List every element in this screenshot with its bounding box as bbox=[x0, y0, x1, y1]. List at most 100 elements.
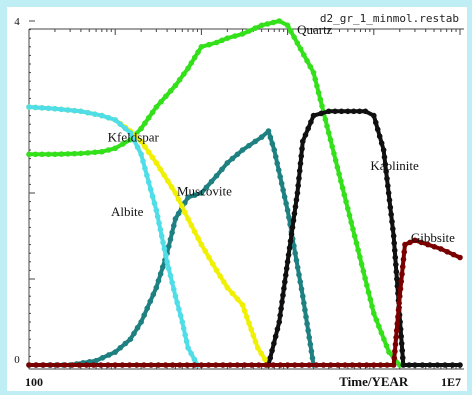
kfeldspar-point bbox=[145, 149, 152, 155]
quartz-point bbox=[381, 336, 387, 343]
muscovite-point bbox=[306, 334, 313, 341]
kaolinite-point bbox=[284, 259, 291, 265]
gibbsite-point bbox=[392, 348, 398, 355]
kaolinite-point bbox=[310, 112, 317, 119]
gibbsite-point bbox=[402, 241, 408, 248]
gibbsite-point bbox=[399, 271, 405, 277]
gibbsite-point bbox=[392, 341, 399, 348]
quartz-point bbox=[371, 310, 377, 317]
quartz-point bbox=[195, 49, 201, 55]
gibbsite-point bbox=[69, 362, 75, 368]
gibbsite-point bbox=[291, 362, 298, 368]
kaolinite-point bbox=[287, 238, 294, 244]
muscovite-point bbox=[138, 319, 144, 325]
quartz-point bbox=[52, 151, 58, 158]
quartz-point bbox=[224, 35, 231, 41]
kaolinite-point bbox=[449, 362, 456, 368]
kfeldspar-point bbox=[157, 166, 163, 172]
albite-point bbox=[191, 356, 198, 363]
kaolinite-point bbox=[442, 362, 448, 368]
albite-point bbox=[65, 107, 71, 113]
kaolinite-point bbox=[398, 340, 405, 347]
quartz-point bbox=[191, 54, 198, 61]
kfeldspar-point bbox=[206, 254, 212, 261]
gibbsite-point bbox=[76, 362, 83, 368]
albite-point bbox=[162, 252, 169, 259]
albite-point bbox=[39, 105, 45, 111]
kaolinite-point bbox=[427, 362, 433, 368]
kaolinite-point bbox=[280, 292, 286, 299]
quartz-point bbox=[334, 164, 341, 170]
quartz-point bbox=[119, 141, 126, 147]
kfeldspar-point bbox=[250, 332, 257, 339]
quartz-point bbox=[219, 37, 225, 44]
muscovite-point bbox=[208, 178, 215, 185]
gibbsite-point bbox=[162, 362, 169, 368]
gibbsite-point bbox=[400, 256, 407, 263]
albite-point bbox=[112, 117, 118, 123]
quartz-point bbox=[344, 205, 351, 212]
quartz-point bbox=[322, 116, 329, 123]
kaolinite-series bbox=[265, 108, 463, 368]
muscovite-point bbox=[203, 184, 210, 191]
quartz-point bbox=[327, 136, 334, 143]
gibbsite-point bbox=[220, 362, 226, 368]
kaolinite-point bbox=[298, 153, 305, 159]
gibbsite-point bbox=[320, 362, 327, 368]
kaolinite-point bbox=[378, 140, 385, 146]
kaolinite-point bbox=[299, 138, 306, 145]
muscovite-point bbox=[252, 138, 259, 145]
quartz-point bbox=[26, 151, 32, 158]
muscovite-point bbox=[291, 243, 297, 249]
kfeldspar-point bbox=[217, 273, 223, 279]
kfeldspar-point bbox=[138, 138, 144, 145]
quartz-point bbox=[239, 31, 246, 37]
quartz-point bbox=[258, 22, 265, 29]
kaolinite-point bbox=[372, 119, 379, 126]
quartz-point bbox=[353, 240, 360, 246]
muscovite-point bbox=[198, 190, 205, 196]
albite-point bbox=[160, 239, 166, 246]
gibbsite-point bbox=[371, 362, 377, 368]
quartz-point bbox=[332, 157, 339, 164]
muscovite-point bbox=[280, 187, 286, 193]
gibbsite-point bbox=[54, 362, 61, 368]
x-tick-label-100: 100 bbox=[25, 375, 43, 389]
kaolinite-point bbox=[302, 132, 309, 138]
albite-point bbox=[26, 104, 32, 110]
gibbsite-point bbox=[397, 286, 404, 292]
gibbsite-point bbox=[313, 362, 320, 368]
albite-point bbox=[78, 108, 84, 115]
quartz-point bbox=[373, 317, 380, 323]
kaolinite-point bbox=[276, 319, 283, 325]
quartz-point bbox=[264, 21, 271, 27]
muscovite-point bbox=[258, 134, 265, 140]
albite-point bbox=[176, 306, 182, 312]
albite-point bbox=[182, 332, 188, 338]
albite-point bbox=[140, 158, 146, 165]
quartz-point bbox=[138, 125, 144, 132]
kfeldspar-point bbox=[165, 178, 171, 184]
muscovite-series bbox=[26, 128, 317, 368]
quartz-point bbox=[325, 130, 332, 136]
quartz-point bbox=[297, 46, 304, 52]
albite-point bbox=[165, 265, 172, 272]
kfeldspar-point bbox=[185, 216, 191, 222]
quartz-point bbox=[365, 289, 372, 296]
kaolinite-point bbox=[281, 285, 287, 292]
gibbsite-point bbox=[384, 362, 390, 368]
gibbsite-point bbox=[26, 362, 32, 368]
quartz-point bbox=[301, 52, 307, 58]
quartz-point bbox=[288, 28, 294, 35]
kaolinite-point bbox=[285, 252, 292, 258]
muscovite-point bbox=[246, 142, 252, 149]
quartz-point bbox=[367, 296, 374, 303]
gibbsite-point bbox=[205, 362, 212, 368]
quartz-point bbox=[317, 96, 324, 103]
muscovite-point bbox=[303, 314, 309, 320]
quartz-point bbox=[355, 247, 361, 253]
gibbsite-point bbox=[98, 362, 104, 368]
gibbsite-point bbox=[396, 300, 402, 306]
albite-point bbox=[188, 350, 194, 357]
quartz-point bbox=[206, 41, 212, 48]
